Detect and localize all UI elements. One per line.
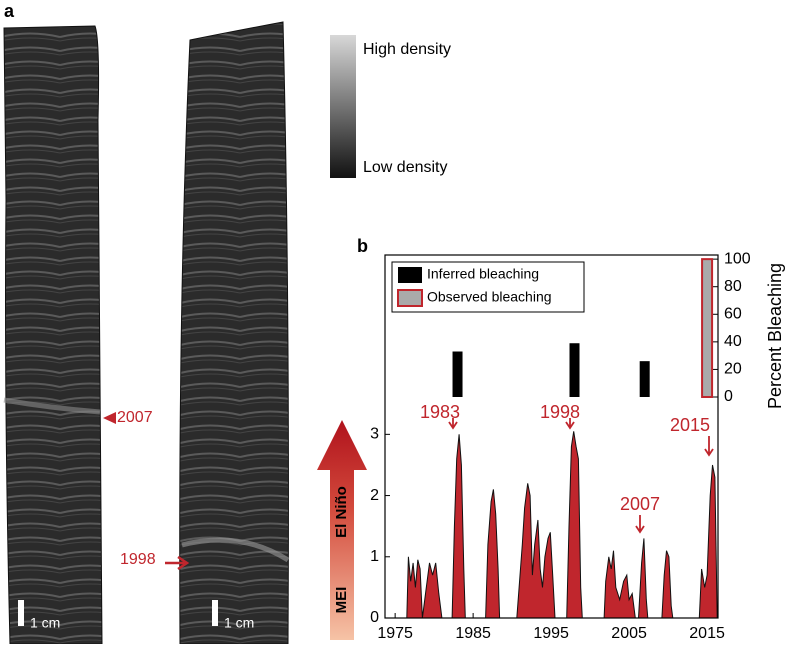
annotation: 1998 — [540, 402, 580, 422]
panel-label: a — [4, 1, 15, 21]
y-tick-label: 100 — [724, 250, 751, 267]
y-tick-label: 40 — [724, 333, 742, 350]
legend-swatch — [397, 289, 423, 307]
panel-label: b — [357, 236, 368, 256]
mei-arrow — [317, 420, 367, 640]
y-tick-label: 80 — [724, 278, 742, 295]
y-tick-label: 60 — [724, 306, 742, 323]
annotation-arrow — [565, 418, 575, 430]
y-axis-label: Percent Bleaching — [765, 263, 785, 409]
scale-label: 1 cm — [30, 615, 60, 631]
scale-bar — [18, 600, 24, 626]
area — [395, 431, 718, 619]
annotation: 2007 — [620, 494, 660, 514]
y-tick-label: 0 — [370, 609, 379, 626]
x-tick-label: 1985 — [455, 625, 491, 642]
annotation-arrow — [448, 418, 458, 430]
x-tick-label: 1975 — [377, 625, 413, 642]
legend — [391, 261, 585, 313]
plot-frame — [384, 254, 719, 619]
core-label: 1998 — [120, 551, 156, 568]
legend-label: Inferred bleaching — [427, 266, 539, 282]
annotation: 2015 — [670, 415, 710, 435]
colorbar-label: Low density — [363, 159, 448, 176]
colorbar — [330, 35, 356, 178]
legend-swatch — [398, 267, 422, 283]
bar — [569, 343, 580, 397]
arrow — [103, 412, 116, 424]
y-tick-label: 0 — [724, 388, 733, 405]
y-tick-label: 2 — [370, 487, 379, 504]
x-tick-label: 2005 — [611, 625, 647, 642]
legend-label: Observed bleaching — [427, 289, 552, 305]
density-band — [181, 537, 290, 563]
y-tick-label: 1 — [370, 548, 379, 565]
bar — [701, 258, 714, 398]
y-tick-label: 20 — [724, 361, 742, 378]
annotation-arrow — [635, 515, 645, 534]
annotation-arrow — [704, 436, 714, 457]
scale-label: 1 cm — [224, 615, 254, 631]
x-tick-label: 1995 — [533, 625, 569, 642]
annotation: 1983 — [420, 402, 460, 422]
bar — [639, 361, 650, 397]
colorbar-label: High density — [363, 41, 451, 58]
bar — [452, 351, 463, 397]
y-axis-label: El Niño — [333, 486, 350, 538]
y-tick-label: 3 — [370, 426, 379, 443]
y-axis-label: MEI — [333, 587, 350, 614]
scale-bar — [212, 600, 218, 626]
arrow — [165, 555, 190, 571]
coral-core — [179, 21, 289, 645]
coral-core — [3, 25, 103, 645]
density-band — [3, 397, 101, 415]
core-label: 2007 — [117, 409, 153, 426]
x-tick-label: 2015 — [689, 625, 725, 642]
